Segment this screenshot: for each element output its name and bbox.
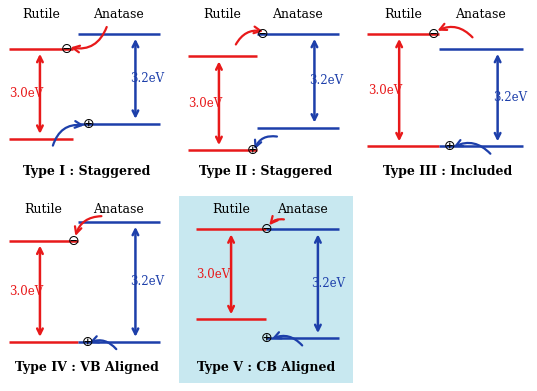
Text: $\oplus$: $\oplus$ (81, 335, 93, 349)
Text: 3.0eV: 3.0eV (197, 268, 231, 281)
Text: 3.2eV: 3.2eV (493, 91, 527, 104)
Text: Anatase: Anatase (277, 203, 328, 216)
Text: $\oplus$: $\oplus$ (246, 143, 258, 157)
Text: $\oplus$: $\oplus$ (82, 117, 95, 131)
Text: $\oplus$: $\oplus$ (443, 139, 455, 153)
Text: Anatase: Anatase (93, 7, 144, 20)
Text: 3.2eV: 3.2eV (130, 275, 165, 288)
Text: Rutile: Rutile (22, 7, 60, 20)
Text: Type I : Staggered: Type I : Staggered (23, 165, 150, 178)
Text: 3.2eV: 3.2eV (130, 72, 165, 85)
Text: 3.2eV: 3.2eV (311, 277, 345, 290)
Text: $\ominus$: $\ominus$ (256, 27, 268, 41)
Text: Rutile: Rutile (384, 7, 422, 20)
Text: Rutile: Rutile (204, 7, 241, 20)
Text: $\ominus$: $\ominus$ (67, 233, 79, 248)
Text: Rutile: Rutile (25, 203, 62, 216)
Text: 3.0eV: 3.0eV (188, 97, 222, 110)
Text: Type II : Staggered: Type II : Staggered (199, 165, 332, 178)
Text: Anatase: Anatase (93, 203, 144, 216)
Text: 3.2eV: 3.2eV (309, 74, 344, 87)
Text: 3.0eV: 3.0eV (9, 285, 43, 298)
Text: Type IV : VB Aligned: Type IV : VB Aligned (15, 361, 159, 374)
Text: 3.0eV: 3.0eV (9, 87, 43, 100)
Text: Rutile: Rutile (212, 203, 250, 216)
Text: $\ominus$: $\ominus$ (427, 27, 439, 41)
Text: $\ominus$: $\ominus$ (259, 222, 272, 236)
Text: Anatase: Anatase (273, 7, 323, 20)
Text: Anatase: Anatase (455, 7, 506, 20)
Text: Type III : Included: Type III : Included (383, 165, 512, 178)
Text: 3.0eV: 3.0eV (368, 84, 402, 97)
Text: $\ominus$: $\ominus$ (60, 42, 72, 56)
Text: $\oplus$: $\oplus$ (259, 331, 272, 345)
Text: Type V : CB Aligned: Type V : CB Aligned (197, 361, 335, 374)
